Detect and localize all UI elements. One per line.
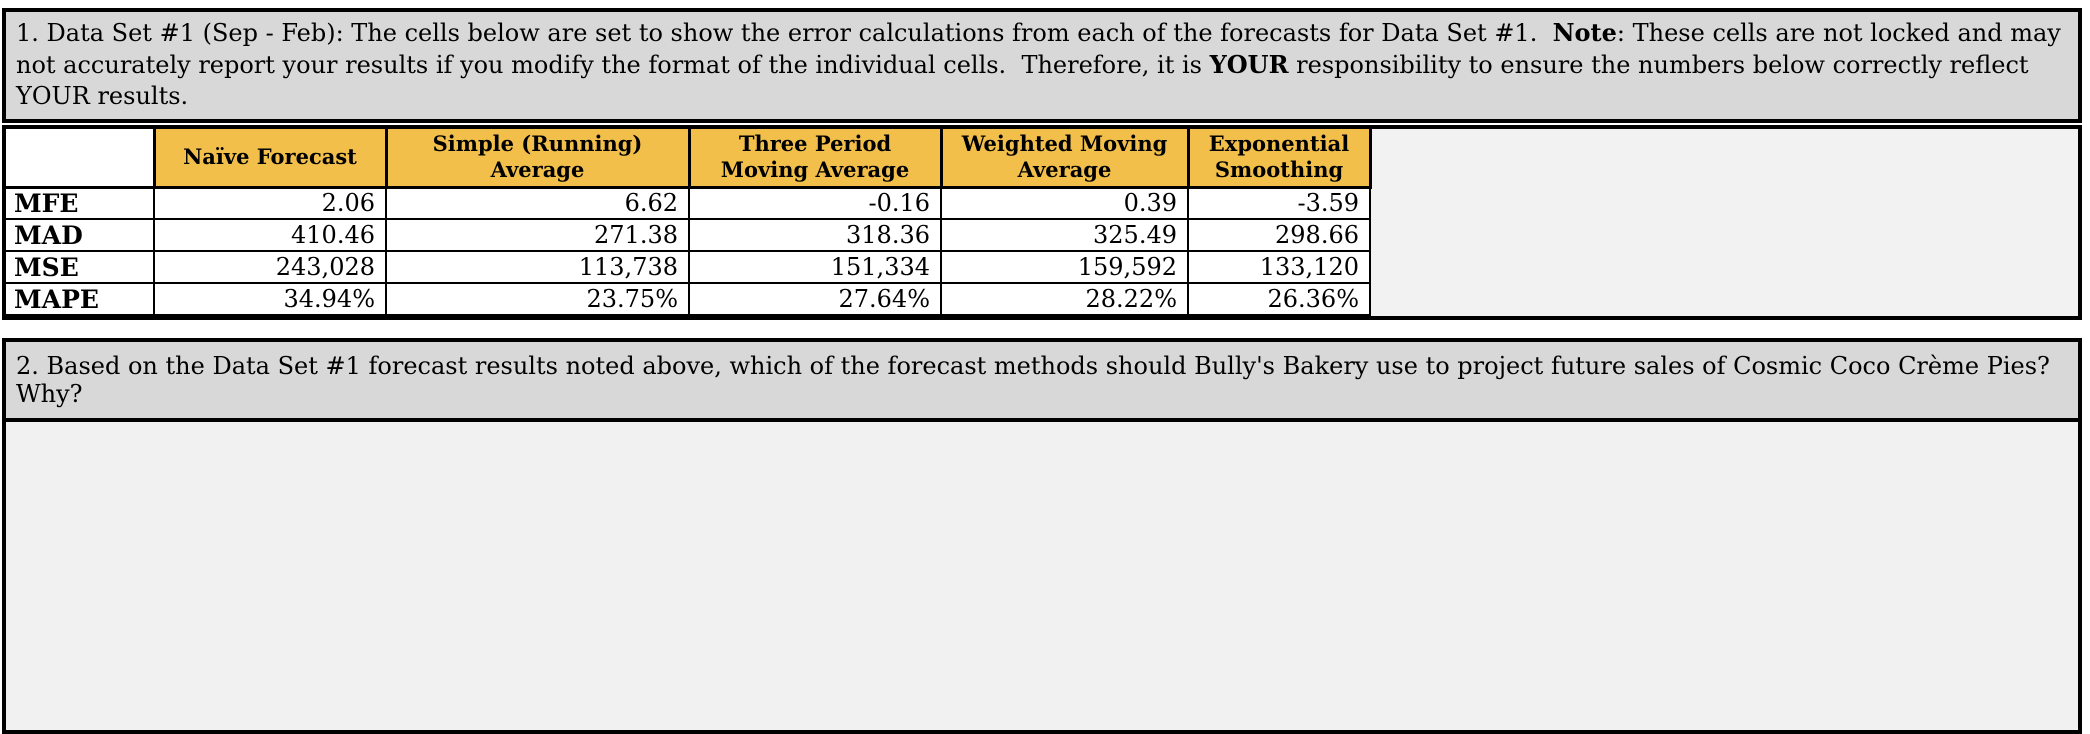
cell-mape-simple[interactable]: 23.75%	[385, 282, 690, 316]
cell-mad-three-period[interactable]: 318.36	[688, 218, 942, 252]
question-1-text-part1: 1. Data Set #1 (Sep - Feb): The cells be…	[16, 19, 1553, 47]
cell-mse-exponential[interactable]: 133,120	[1187, 250, 1371, 284]
cell-mse-weighted[interactable]: 159,592	[940, 250, 1189, 284]
cell-mape-naive[interactable]: 34.94%	[153, 282, 387, 316]
column-header-three-period-moving-average: Three Period Moving Average	[687, 129, 943, 189]
cell-mad-exponential[interactable]: 298.66	[1187, 218, 1371, 252]
column-header-simple-running-average: Simple (Running) Average	[384, 129, 691, 189]
row-label-mad: MAD	[6, 218, 155, 252]
question-2-prompt: 2. Based on the Data Set #1 forecast res…	[6, 342, 2078, 422]
table-row-mape: MAPE 34.94% 23.75% 27.64% 28.22% 26.36%	[6, 282, 1371, 316]
table-row-mad: MAD 410.46 271.38 318.36 325.49 298.66	[6, 218, 1371, 252]
cell-mfe-three-period[interactable]: -0.16	[688, 186, 942, 220]
error-table: Naïve Forecast Simple (Running) Average …	[6, 129, 1372, 316]
error-table-header-row: Naïve Forecast Simple (Running) Average …	[6, 129, 1372, 189]
column-header-weighted-moving-average: Weighted Moving Average	[939, 129, 1190, 189]
table-row-mfe: MFE 2.06 6.62 -0.16 0.39 -3.59	[6, 186, 1371, 220]
cell-mad-weighted[interactable]: 325.49	[940, 218, 1189, 252]
cell-mfe-weighted[interactable]: 0.39	[940, 186, 1189, 220]
question-1-text-part3: responsibility to ensure the numbers bel…	[16, 51, 2029, 110]
question-2-answer-area[interactable]	[6, 422, 2078, 730]
cell-mfe-naive[interactable]: 2.06	[153, 186, 387, 220]
row-label-mse: MSE	[6, 250, 155, 284]
cell-mfe-exponential[interactable]: -3.59	[1187, 186, 1371, 220]
row-label-mape: MAPE	[6, 282, 155, 316]
question-1-text-part2: : These cells are not locked and may not…	[16, 19, 2061, 79]
cell-mape-weighted[interactable]: 28.22%	[940, 282, 1189, 316]
question-1-your-label: YOUR	[1209, 50, 1289, 79]
question-2-box: 2. Based on the Data Set #1 forecast res…	[2, 338, 2082, 734]
cell-mad-simple[interactable]: 271.38	[385, 218, 690, 252]
column-header-naive-forecast: Naïve Forecast	[152, 129, 388, 189]
cell-mse-three-period[interactable]: 151,334	[688, 250, 942, 284]
question-1-instructions: 1. Data Set #1 (Sep - Feb): The cells be…	[2, 8, 2082, 123]
cell-mape-three-period[interactable]: 27.64%	[688, 282, 942, 316]
table-row-mse: MSE 243,028 113,738 151,334 159,592 133,…	[6, 250, 1371, 284]
cell-mfe-simple[interactable]: 6.62	[385, 186, 690, 220]
cell-mse-naive[interactable]: 243,028	[153, 250, 387, 284]
cell-mad-naive[interactable]: 410.46	[153, 218, 387, 252]
question-1-note-label: Note	[1552, 18, 1617, 47]
cell-mse-simple[interactable]: 113,738	[385, 250, 690, 284]
cell-mape-exponential[interactable]: 26.36%	[1187, 282, 1371, 316]
error-table-section: Naïve Forecast Simple (Running) Average …	[2, 125, 2082, 320]
row-label-mfe: MFE	[6, 186, 155, 220]
column-header-exponential-smoothing: Exponential Smoothing	[1186, 129, 1372, 189]
error-table-corner-cell	[6, 129, 156, 189]
